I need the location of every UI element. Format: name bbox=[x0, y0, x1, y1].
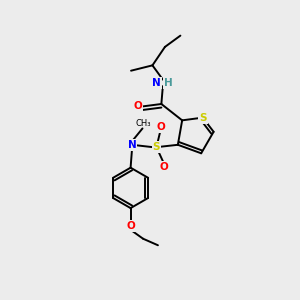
Text: O: O bbox=[156, 122, 165, 132]
Text: CH₃: CH₃ bbox=[135, 119, 151, 128]
Text: N: N bbox=[128, 140, 136, 150]
Text: S: S bbox=[199, 112, 206, 123]
Text: O: O bbox=[133, 101, 142, 111]
Text: S: S bbox=[153, 142, 160, 152]
Text: H: H bbox=[164, 78, 172, 88]
Text: N: N bbox=[152, 78, 161, 88]
Text: O: O bbox=[159, 162, 168, 172]
Text: O: O bbox=[126, 221, 135, 231]
